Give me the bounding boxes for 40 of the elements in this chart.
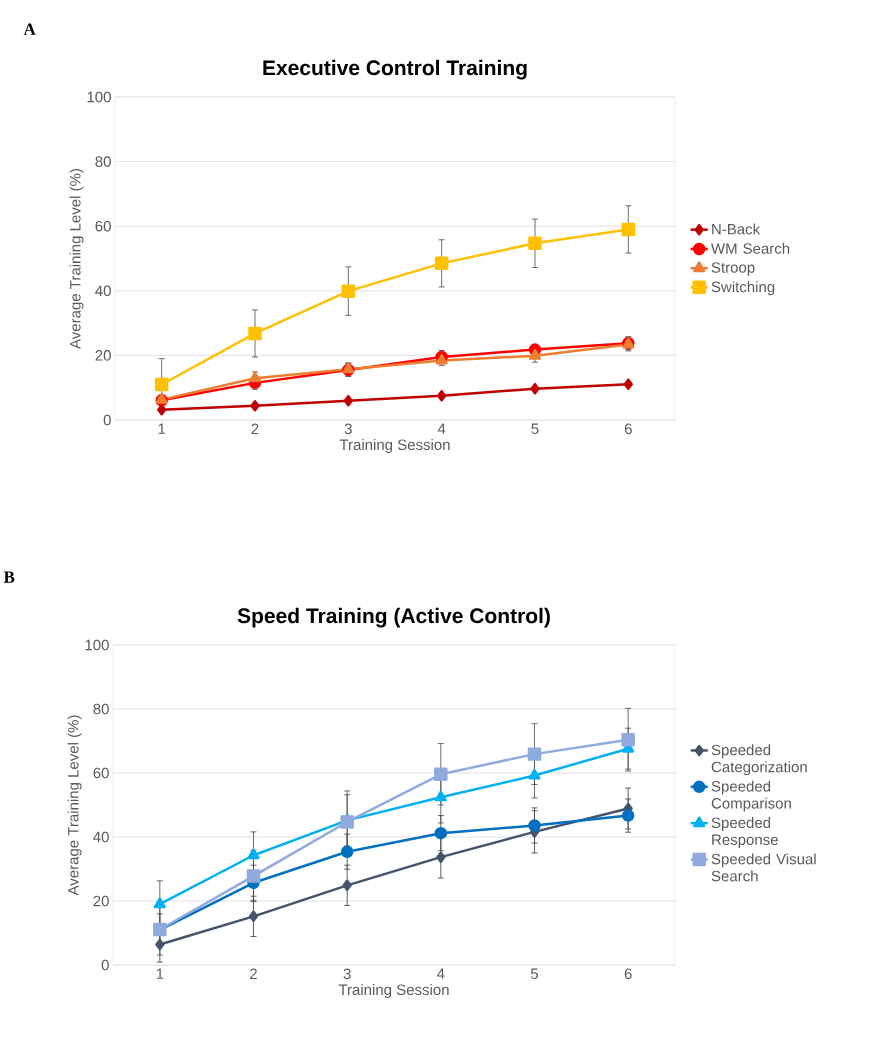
legend-label: N-Back xyxy=(712,223,761,235)
legend-label: Speeded Response xyxy=(711,817,778,848)
chart-title: Speed Training (Active Control) xyxy=(237,607,550,628)
y-tick-label: 20 xyxy=(95,350,111,361)
y-tick-label: 0 xyxy=(101,959,109,971)
x-tick-label: 5 xyxy=(530,968,539,979)
x-tick-label: 4 xyxy=(437,968,445,979)
y-tick-label: 60 xyxy=(95,220,111,232)
y-tick-label: 80 xyxy=(93,703,109,715)
y-tick-label: 0 xyxy=(103,414,111,426)
x-tick-label: 5 xyxy=(531,423,539,434)
legend-label: Stroop xyxy=(711,262,755,276)
x-tick-label: 3 xyxy=(343,968,351,980)
y-tick-label: 80 xyxy=(95,156,111,167)
x-axis-title: Training Session xyxy=(339,439,450,453)
x-tick-label: 1 xyxy=(158,423,166,434)
text: B xyxy=(3,571,15,583)
legend-label: Speeded Comparison xyxy=(711,780,791,812)
y-tick-label: 40 xyxy=(95,285,111,297)
x-tick-label: 3 xyxy=(344,423,352,435)
y-axis-title: Average Training Level (%) xyxy=(69,169,84,349)
y-tick-label: 20 xyxy=(93,895,109,907)
legend-label: Speeded Categorization xyxy=(711,744,807,776)
x-tick-label: 1 xyxy=(156,968,164,979)
legend-label: Switching xyxy=(711,281,775,296)
chart-title: Executive Control Training xyxy=(263,59,527,80)
y-tick-label: 40 xyxy=(93,831,109,843)
legend-label: Speeded Visual Search xyxy=(711,853,816,882)
x-tick-label: 2 xyxy=(250,968,257,980)
legend-label: WM Search xyxy=(711,242,790,254)
y-axis-title: Average Training Level (%) xyxy=(67,715,82,896)
y-tick-label: 60 xyxy=(93,767,109,779)
x-axis-title: Training Session xyxy=(338,984,449,998)
x-tick-label: 6 xyxy=(624,423,632,435)
text: A xyxy=(23,23,36,35)
x-tick-label: 4 xyxy=(437,423,446,434)
x-tick-label: 6 xyxy=(624,968,632,980)
y-tick-label: 100 xyxy=(87,91,111,103)
y-tick-label: 100 xyxy=(85,639,109,651)
x-tick-label: 2 xyxy=(251,423,259,435)
